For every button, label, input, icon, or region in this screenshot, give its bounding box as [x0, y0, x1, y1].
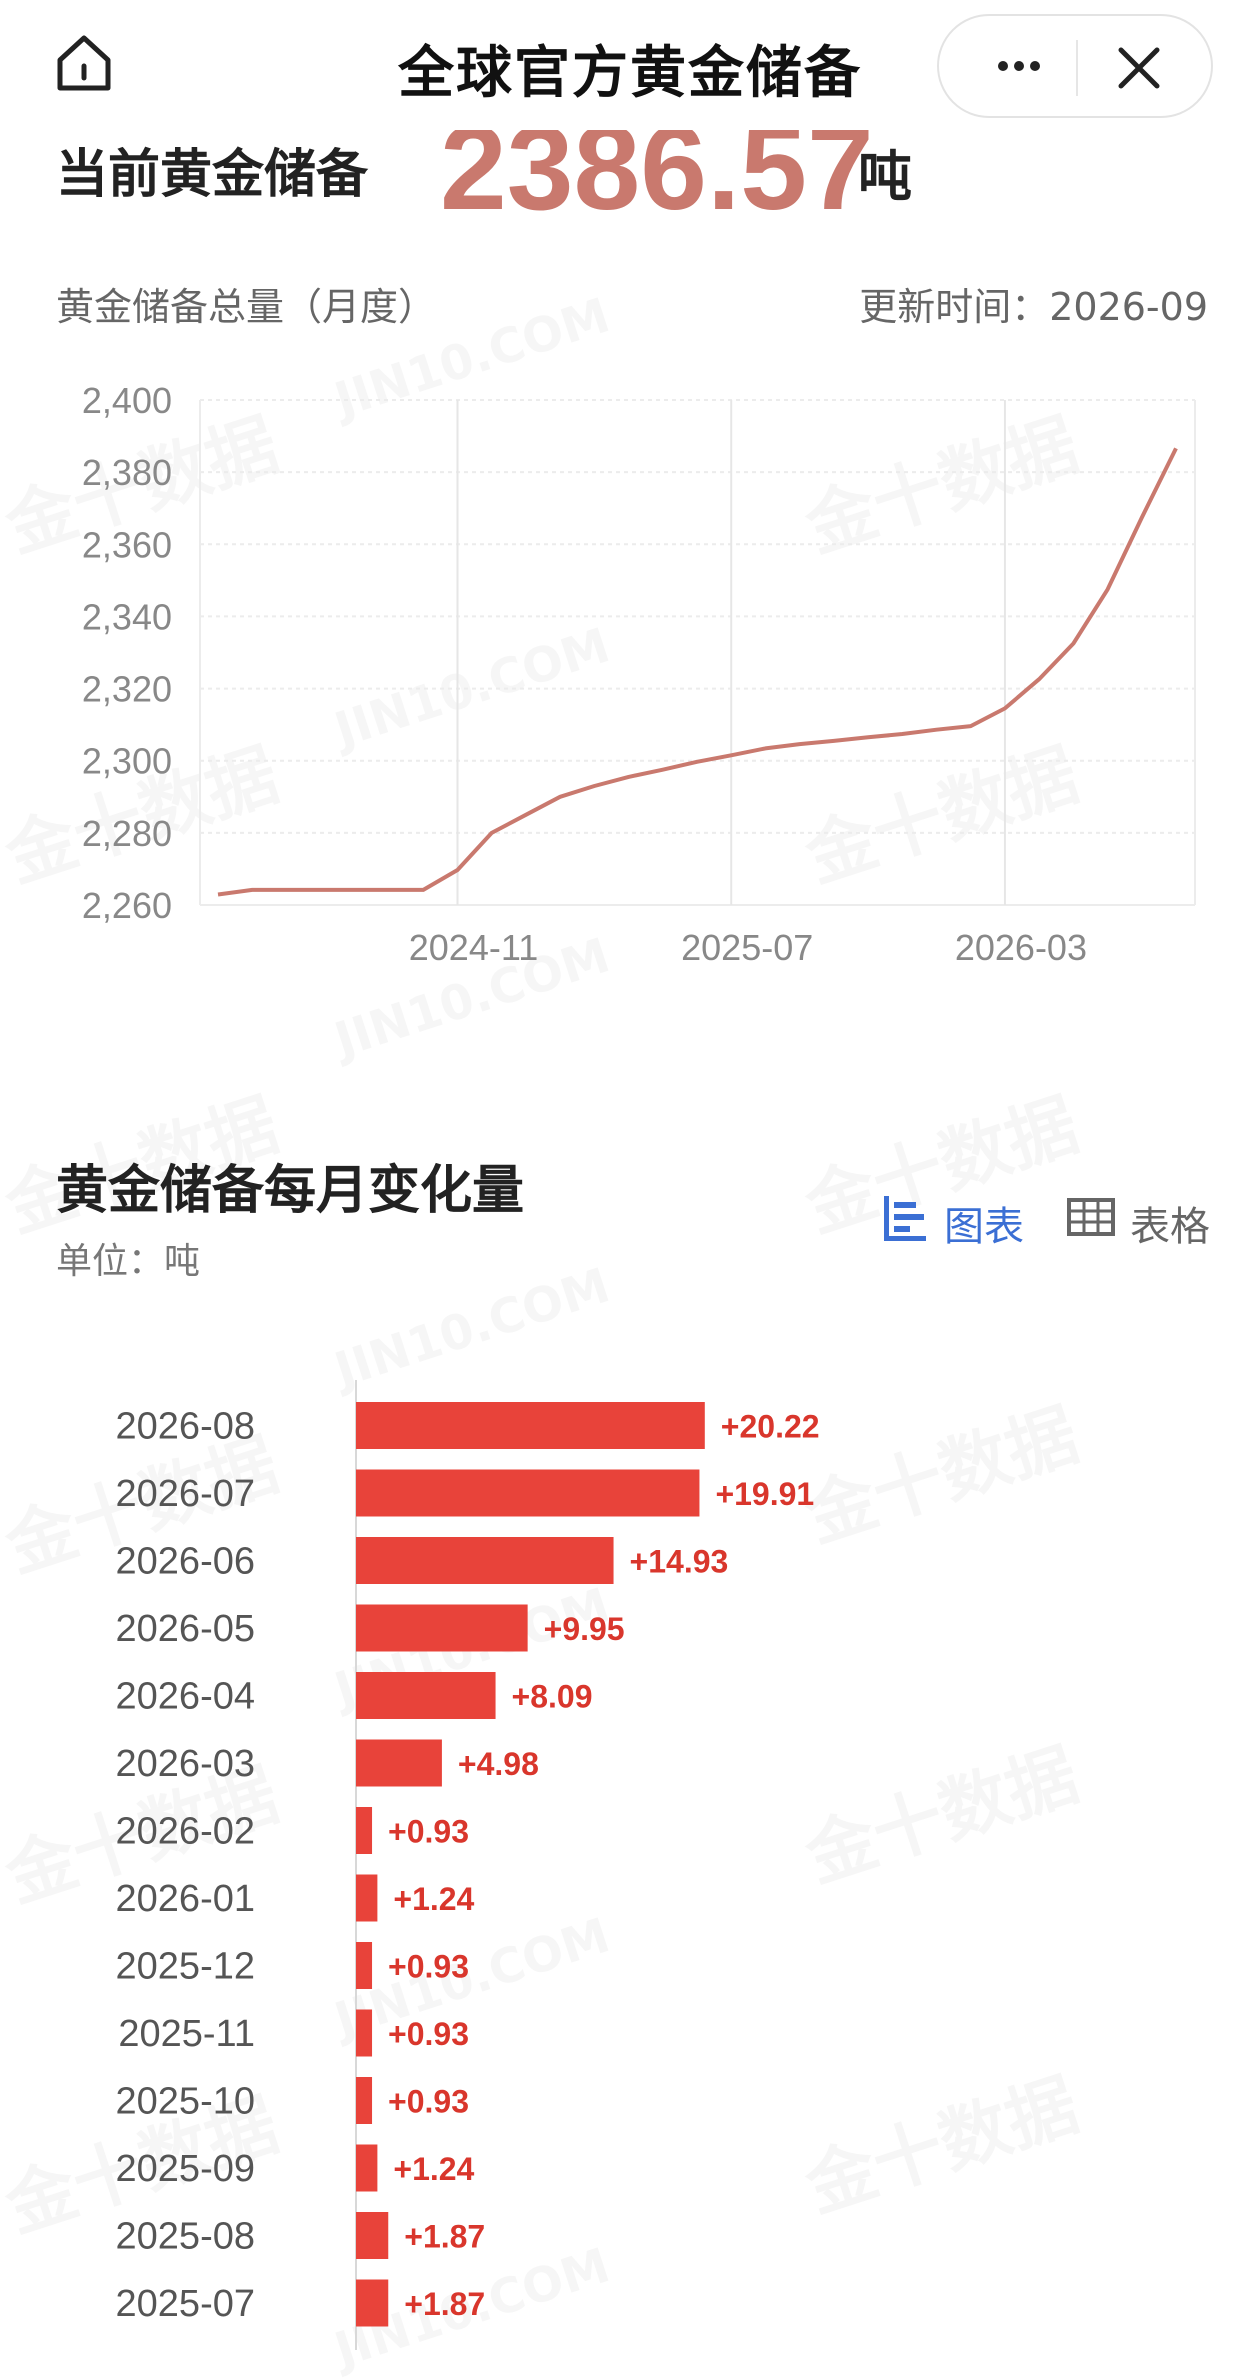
- bar: [356, 1739, 442, 1787]
- bar-value-label: +0.93: [388, 2084, 469, 2120]
- bar-category-label: 2026-02: [116, 1811, 255, 1853]
- bar-category-label: 2026-07: [116, 1473, 255, 1515]
- x-tick-label: 2026-03: [955, 927, 1087, 968]
- top-bar: 全球官方黄金储备: [0, 0, 1260, 130]
- view-chart-label: 图表: [944, 1204, 1024, 1250]
- bar: [356, 1942, 373, 1989]
- bar-category-label: 2025-11: [118, 2013, 255, 2055]
- bar: [356, 1672, 496, 1719]
- bar: [356, 2009, 373, 2057]
- table-icon: [1067, 1198, 1115, 1236]
- y-tick-label: 2,280: [82, 813, 172, 854]
- bar-category-label: 2025-10: [116, 2081, 255, 2123]
- bar-category-label: 2025-12: [116, 1946, 255, 1988]
- x-tick-label: 2024-11: [409, 927, 538, 968]
- y-tick-label: 2,340: [82, 596, 172, 637]
- bar-value-label: +0.93: [388, 2016, 469, 2052]
- bar: [356, 1604, 528, 1652]
- bar-value-label: +1.87: [404, 2219, 485, 2255]
- bar-value-label: +9.95: [544, 1611, 625, 1647]
- bar-value-label: +8.09: [512, 1679, 593, 1715]
- bar-category-label: 2026-01: [116, 1878, 255, 1920]
- x-tick-label: 2025-07: [681, 927, 813, 968]
- bar-value-label: +1.24: [393, 2151, 474, 2187]
- bar-value-label: +14.93: [630, 1544, 729, 1580]
- page-title: 全球官方黄金储备: [398, 41, 862, 106]
- view-table-label: 表格: [1130, 1204, 1210, 1250]
- bar-value-label: +0.93: [388, 1949, 469, 1985]
- watermark-cn: 金十数据: [791, 1069, 1089, 1252]
- bar: [356, 2077, 373, 2124]
- monthly-change-title: 黄金储备每月变化量: [56, 1161, 525, 1221]
- bar-category-label: 2026-03: [116, 1743, 255, 1785]
- more-icon[interactable]: [979, 38, 1059, 94]
- y-tick-label: 2,300: [82, 741, 172, 782]
- bar: [356, 1807, 373, 1854]
- bar-category-label: 2026-06: [116, 1541, 255, 1583]
- bar: [356, 1469, 700, 1517]
- home-icon[interactable]: [52, 30, 116, 94]
- bar-category-label: 2026-04: [116, 1676, 255, 1718]
- bar-category-label: 2025-09: [116, 2148, 255, 2190]
- reserve-label: 当前黄金储备: [56, 145, 369, 205]
- bar-value-label: +1.24: [393, 1881, 474, 1917]
- close-icon[interactable]: [1107, 38, 1171, 98]
- menu-capsule: [937, 14, 1213, 118]
- bar: [356, 1402, 705, 1449]
- bar-chart-icon: [884, 1196, 926, 1241]
- bar: [356, 2279, 389, 2327]
- reserve-line: [217, 447, 1178, 897]
- y-tick-label: 2,360: [82, 524, 172, 565]
- reserve-unit: 吨: [858, 145, 912, 208]
- update-time: 更新时间：2026-09: [859, 285, 1208, 329]
- total-reserve-line-chart: 2,260 2,280 2,300 2,320 2,340 2,360 2,380 2,400…: [82, 380, 1196, 968]
- bar-value-label: +1.87: [404, 2286, 485, 2322]
- bar: [356, 1537, 614, 1584]
- bar-category-label: 2026-08: [116, 1406, 255, 1448]
- bar-category-label: 2025-07: [116, 2283, 255, 2325]
- watermark-en: JIN10.COM: [328, 1257, 616, 1398]
- y-tick-label: 2,260: [82, 885, 172, 926]
- bar-value-label: +20.22: [721, 1409, 820, 1445]
- bar-category-label: 2025-08: [116, 2216, 255, 2258]
- bar: [356, 1874, 378, 1922]
- bar: [356, 2212, 389, 2259]
- unit-label: 单位：吨: [56, 1241, 201, 1282]
- bar-value-label: +19.91: [715, 1476, 814, 1512]
- y-tick-label: 2,400: [82, 380, 172, 421]
- capsule-divider: [1076, 40, 1078, 96]
- bar-category-label: 2026-05: [116, 1608, 255, 1650]
- y-tick-label: 2,320: [82, 669, 172, 710]
- bar-value-label: +4.98: [458, 1746, 539, 1782]
- y-tick-label: 2,380: [82, 452, 172, 493]
- monthly-change-bar-chart: 2026-08 +20.22 2026-07 +19.91 2026-06 +14.93 2…: [116, 1380, 820, 2350]
- bar-value-label: +0.93: [388, 1814, 469, 1850]
- bar: [356, 2144, 378, 2192]
- total-chart-title: 黄金储备总量（月度）: [56, 285, 437, 329]
